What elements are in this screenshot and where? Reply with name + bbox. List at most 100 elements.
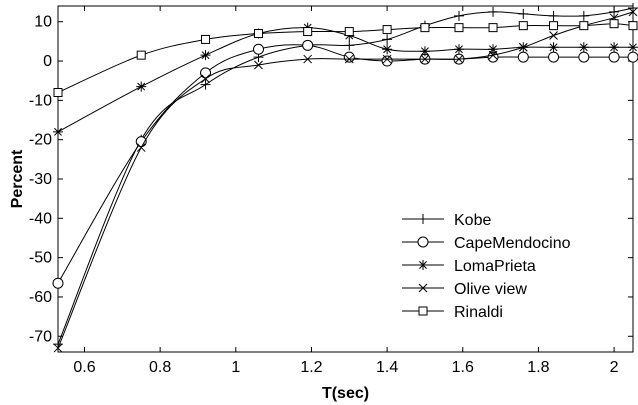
data-point-capemendocino	[608, 51, 620, 63]
data-point-olive-view	[254, 60, 263, 70]
data-point-rinaldi	[53, 88, 63, 97]
data-point-capemendocino	[381, 55, 393, 67]
data-point-capemendocino	[343, 51, 355, 63]
series-line-olive-view	[57, 11, 634, 349]
y-tick-label: -20	[29, 132, 52, 149]
tick-labels: 0.6 0.8 1 1.2 1.4 1.6 1.8 2 10 0 -10 -20 -30 -40 -50 -6…	[29, 14, 619, 376]
data-point-lomaprieta	[609, 42, 620, 53]
x-axis-title: T(sec)	[322, 385, 369, 402]
data-point-rinaldi	[201, 34, 211, 44]
legend-entry-capemendocino: CapeMendocino	[402, 235, 571, 252]
legend-marker-lomaprieta	[418, 260, 428, 270]
data-point-olive-view	[628, 7, 638, 17]
data-point-rinaldi	[344, 27, 354, 37]
data-point-lomaprieta	[382, 44, 393, 55]
legend-marker-olive-view	[418, 283, 428, 293]
data-point-lomaprieta	[136, 81, 147, 92]
x-tick-label: 0.6	[73, 359, 95, 376]
data-point-capemendocino	[578, 51, 590, 63]
data-point-capemendocino	[52, 277, 64, 289]
data-point-capemendocino	[627, 51, 638, 63]
series-lomaprieta	[53, 22, 638, 137]
data-point-lomaprieta	[578, 42, 589, 53]
legend-entry-kobe: Kobe	[402, 212, 491, 229]
data-point-kobe	[344, 40, 355, 51]
legend-marker-kobe	[418, 214, 428, 224]
data-point-olive-view	[549, 31, 558, 40]
data-point-rinaldi	[382, 25, 392, 35]
legend-label-lomaprieta: LomaPrieta	[454, 258, 536, 275]
data-point-lomaprieta	[419, 46, 430, 57]
data-point-rinaldi	[518, 21, 528, 31]
data-point-rinaldi	[609, 19, 619, 29]
series-group	[52, 2, 638, 353]
series-line-capemendocino	[57, 44, 633, 284]
data-point-rinaldi	[549, 21, 559, 31]
data-point-capemendocino	[517, 51, 529, 63]
data-point-capemendocino	[548, 51, 560, 63]
y-tick-label: -60	[29, 289, 52, 306]
legend-entry-lomaprieta: LomaPrieta	[402, 258, 536, 275]
legend-label-olive-view: Olive view	[454, 281, 527, 298]
y-tick-label: -10	[29, 92, 52, 109]
data-point-olive-view	[382, 54, 392, 64]
data-point-lomaprieta	[488, 44, 499, 55]
y-tick-label: 0	[43, 53, 52, 70]
series-rinaldi	[53, 19, 638, 97]
data-point-rinaldi	[420, 23, 430, 33]
data-point-rinaldi	[579, 21, 589, 31]
data-point-rinaldi	[454, 23, 464, 33]
data-point-kobe	[578, 10, 589, 21]
axes	[57, 5, 634, 353]
data-point-kobe	[382, 34, 393, 45]
y-tick-label: -40	[29, 210, 52, 227]
data-point-kobe	[609, 6, 620, 17]
legend-entry-olive-view: Olive view	[402, 281, 527, 298]
data-point-rinaldi	[253, 29, 263, 39]
data-point-capemendocino	[302, 39, 314, 51]
y-axis-title: Percent	[9, 149, 26, 208]
data-point-kobe	[548, 10, 559, 21]
data-point-kobe	[518, 8, 529, 19]
data-point-kobe	[488, 6, 499, 17]
x-tick-label: 1.6	[452, 359, 474, 376]
x-tick-label: 1.2	[300, 359, 322, 376]
data-point-olive-view	[344, 54, 354, 64]
data-point-olive-view	[53, 343, 63, 353]
data-point-lomaprieta	[200, 50, 211, 61]
y-tick-label: -30	[29, 171, 52, 188]
series-line-lomaprieta	[57, 27, 633, 133]
legend-label-capemendocino: CapeMendocino	[454, 235, 571, 252]
legend-label-kobe: Kobe	[454, 212, 491, 229]
data-point-lomaprieta	[53, 126, 63, 137]
y-tick-label: -70	[29, 328, 52, 345]
legend-entry-rinaldi: Rinaldi	[402, 304, 503, 321]
y-tick-label: 10	[34, 14, 52, 31]
x-tick-label: 0.8	[149, 359, 171, 376]
x-tick-label: 1.8	[527, 359, 549, 376]
data-point-olive-view	[136, 143, 146, 152]
x-tick-label: 2	[610, 359, 619, 376]
data-point-rinaldi	[303, 27, 313, 37]
data-point-lomaprieta	[628, 42, 638, 53]
data-point-kobe	[453, 10, 464, 21]
legend-marker-rinaldi	[418, 306, 428, 316]
data-point-kobe	[200, 79, 211, 90]
legend-label-rinaldi: Rinaldi	[454, 304, 503, 321]
data-point-olive-view	[454, 54, 464, 64]
y-tick-label: -50	[29, 250, 52, 267]
data-point-olive-view	[303, 54, 313, 64]
legend-marker-capemendocino	[417, 236, 429, 248]
data-point-rinaldi	[136, 50, 146, 60]
series-line-kobe	[57, 7, 634, 345]
data-point-lomaprieta	[548, 42, 559, 53]
data-point-capemendocino	[252, 43, 264, 55]
data-point-olive-view	[201, 74, 210, 84]
data-point-olive-view	[420, 54, 430, 64]
series-capemendocino	[52, 39, 638, 289]
data-point-olive-view	[518, 42, 528, 52]
data-point-rinaldi	[628, 21, 638, 31]
data-point-rinaldi	[488, 23, 498, 33]
x-tick-label: 1	[231, 359, 240, 376]
